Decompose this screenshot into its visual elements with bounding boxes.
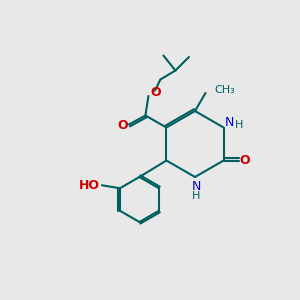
Text: N: N	[192, 179, 201, 193]
Text: CH₃: CH₃	[214, 85, 235, 95]
Text: N: N	[224, 116, 234, 130]
Text: H: H	[192, 190, 201, 201]
Text: O: O	[117, 119, 128, 133]
Text: O: O	[151, 86, 161, 100]
Text: HO: HO	[79, 179, 100, 192]
Text: O: O	[240, 154, 250, 167]
Text: H: H	[235, 120, 243, 130]
